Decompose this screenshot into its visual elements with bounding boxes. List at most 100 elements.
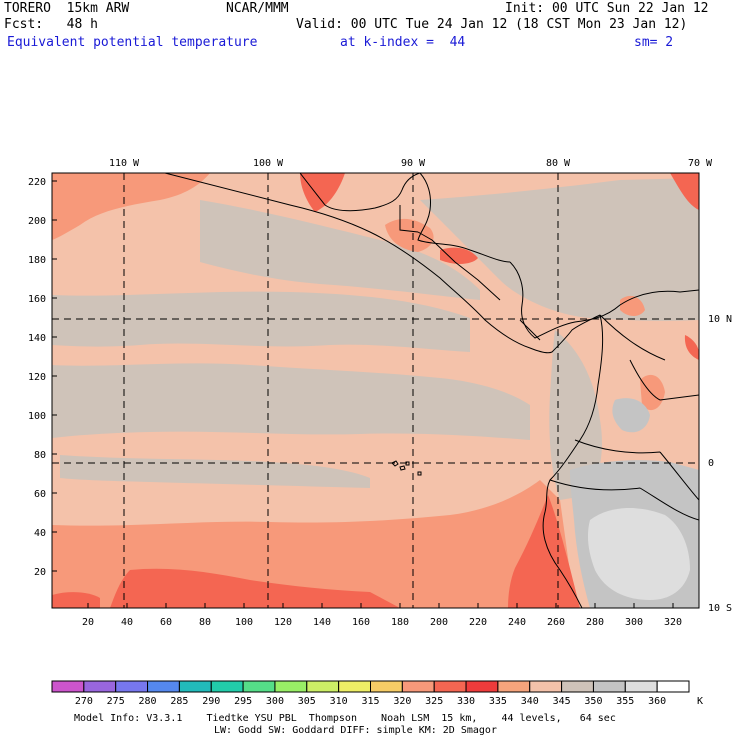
- colorbar-label: 340: [521, 696, 539, 707]
- gulf-of-mexico-coast: [299, 173, 421, 212]
- field-band-325: [385, 218, 434, 252]
- smoothing-label: sm= 2: [634, 35, 674, 50]
- colorbar-swatch: [624, 680, 658, 693]
- lon-label: 110 W: [109, 158, 140, 169]
- field-band-345: [420, 178, 699, 321]
- field-band-330: [670, 173, 699, 210]
- x-tick-label: 260: [547, 617, 565, 628]
- field-band-345: [200, 200, 480, 300]
- lon-label: 80 W: [546, 158, 571, 169]
- x-tick-label: 160: [352, 617, 370, 628]
- x-tick-label: 240: [508, 617, 526, 628]
- lon-label: 70 W: [688, 158, 713, 169]
- colorbar-swatch: [433, 680, 467, 693]
- field-name: Equivalent potential temperature: [7, 35, 258, 50]
- lat-label: 10 N: [708, 314, 732, 325]
- y-tick-label: 200: [28, 216, 46, 227]
- level-label: at k-index = 44: [340, 35, 466, 50]
- y-tick-label: 220: [28, 177, 46, 188]
- galapagos-islands: [391, 460, 422, 476]
- x-tick-label: 320: [664, 617, 682, 628]
- colorbar-swatch: [497, 680, 531, 693]
- x-tick-label: 60: [160, 617, 172, 628]
- x-axis-labels: 20 40 60 80 100 120 140 160 180 200 220 240 260 280 30…: [82, 617, 682, 628]
- lon-label: 90 W: [401, 158, 426, 169]
- field-band-330: [300, 173, 345, 212]
- y-tick-label: 80: [34, 450, 46, 461]
- colorbar-swatch: [210, 680, 244, 693]
- colorbar-label: 330: [457, 696, 475, 707]
- field-band-330: [508, 495, 580, 608]
- colorbar-label: 360: [648, 696, 666, 707]
- colorbar-swatch: [656, 680, 690, 693]
- y-tick-label: 100: [28, 411, 46, 422]
- init-time: Init: 00 UTC Sun 22 Jan 12: [505, 1, 709, 16]
- x-tick-label: 20: [82, 617, 94, 628]
- colorbar-swatch: [115, 680, 149, 693]
- colorbar-label: 300: [266, 696, 284, 707]
- field-band-330: [440, 247, 478, 264]
- x-axis-ticks: [87, 603, 674, 608]
- field-band-330: [110, 568, 400, 608]
- colorbar-swatch: [83, 680, 117, 693]
- colorbar-label: 295: [234, 696, 252, 707]
- colorbar-label: 270: [75, 696, 93, 707]
- colorbar-swatch: [147, 680, 180, 693]
- x-tick-label: 220: [469, 617, 487, 628]
- colorbar-unit: K: [697, 696, 703, 707]
- colorbar-swatch: [529, 680, 563, 693]
- colorbar-label: 285: [170, 696, 188, 707]
- x-tick-label: 140: [313, 617, 331, 628]
- field-band-345: [549, 330, 602, 500]
- yucatan-coast: [417, 173, 511, 263]
- colorbar-swatch: [51, 680, 85, 693]
- coastlines: [164, 173, 699, 608]
- colorbar-label: 335: [489, 696, 507, 707]
- y-tick-label: 40: [34, 528, 46, 539]
- colorbar-swatch: [338, 680, 371, 693]
- field-band-325: [52, 173, 210, 240]
- central-america-coast: [164, 173, 601, 354]
- y-tick-label: 20: [34, 567, 46, 578]
- field-band-325: [640, 374, 665, 411]
- colorbar-label: 355: [616, 696, 634, 707]
- colorbar-swatch: [274, 680, 308, 693]
- colorbar-label: 290: [202, 696, 220, 707]
- field-band-330: [684, 335, 699, 360]
- lat-label: 10 S: [708, 603, 732, 614]
- colorbar-label: 280: [139, 696, 157, 707]
- model-physics: LW: Godd SW: Goddard DIFF: simple KM: 2D…: [214, 725, 497, 736]
- y-tick-label: 140: [28, 333, 46, 344]
- field-band-355: [587, 508, 690, 600]
- x-tick-label: 180: [391, 617, 409, 628]
- colorbar-swatch: [592, 680, 626, 693]
- x-tick-label: 300: [625, 617, 643, 628]
- caribbean-coast: [509, 261, 699, 339]
- x-tick-label: 120: [274, 617, 292, 628]
- field-band-345: [52, 363, 530, 440]
- y-axis-labels: 220 200 180 160 140 120 100 80 60 40 20: [28, 177, 46, 578]
- colorbar-label: 320: [393, 696, 411, 707]
- forecast-hour: Fcst: 48 h: [4, 17, 98, 32]
- colorbar: 270 275 280 285 290 295 300 305 310 315 320 325 330 3…: [51, 680, 690, 707]
- colorbar-label: 350: [584, 696, 602, 707]
- x-tick-label: 200: [430, 617, 448, 628]
- colorbar-label: 310: [330, 696, 348, 707]
- lat-label: 0: [708, 458, 714, 469]
- colorbar-label: 275: [107, 696, 125, 707]
- x-tick-label: 280: [586, 617, 604, 628]
- org-label: NCAR/MMM: [226, 1, 289, 16]
- colorbar-swatch: [561, 680, 594, 693]
- x-tick-label: 100: [235, 617, 253, 628]
- x-tick-label: 40: [121, 617, 133, 628]
- colorbar-swatch: [178, 680, 212, 693]
- field-band-345: [52, 291, 470, 352]
- y-tick-label: 180: [28, 255, 46, 266]
- colorbar-label: 325: [425, 696, 443, 707]
- plot-frame: [51, 172, 700, 609]
- y-tick-label: 160: [28, 294, 46, 305]
- colorbar-swatch: [465, 680, 499, 693]
- colorbar-label: 345: [553, 696, 571, 707]
- lon-label: 100 W: [253, 158, 284, 169]
